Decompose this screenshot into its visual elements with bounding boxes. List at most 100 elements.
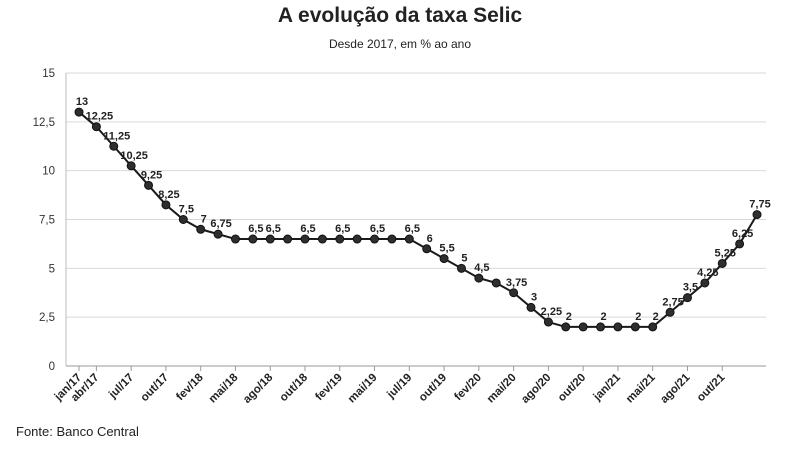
data-label: 3,5: [683, 282, 698, 294]
data-label: 7,5: [179, 204, 194, 216]
x-tick-label: ago/21: [658, 371, 693, 406]
data-point: [404, 234, 414, 244]
y-tick-label: 15: [42, 68, 55, 80]
y-tick-label: 7,5: [39, 215, 55, 227]
data-point: [596, 322, 606, 332]
data-point: [717, 258, 727, 268]
y-tick-label: 5: [49, 263, 55, 275]
x-tick-label: out/17: [139, 372, 171, 404]
data-point: [161, 200, 171, 210]
series-line: [78, 111, 758, 328]
data-point: [300, 234, 310, 244]
data-point: [387, 234, 397, 244]
data-point: [491, 278, 501, 288]
data-point: [230, 234, 240, 244]
data-label: 2,75: [662, 296, 683, 308]
data-point: [613, 322, 623, 332]
data-point: [283, 234, 293, 244]
data-label: 2: [600, 311, 606, 323]
x-tick-label: jul/19: [384, 372, 414, 402]
data-point: [682, 293, 692, 303]
data-point: [144, 180, 154, 190]
data-label: 2: [653, 311, 659, 323]
data-point: [474, 273, 484, 283]
x-tick-label: jan/21: [591, 371, 624, 404]
data-point: [91, 122, 101, 132]
data-label: 6,5: [335, 223, 350, 235]
data-point: [213, 229, 223, 239]
data-label: 6,5: [248, 223, 263, 235]
x-tick-label: fev/20: [452, 372, 484, 404]
data-point: [456, 263, 466, 273]
data-label: 2,25: [541, 306, 562, 318]
data-point: [630, 322, 640, 332]
data-label: 7,75: [749, 199, 770, 211]
y-tick-label: 0: [49, 361, 55, 373]
data-label: 5: [461, 252, 467, 264]
data-label: 6,25: [732, 228, 753, 240]
data-label: 3: [531, 291, 537, 303]
data-label: 2: [635, 311, 641, 323]
data-label: 6,5: [266, 223, 281, 235]
data-label: 6,5: [405, 223, 420, 235]
data-markers: [74, 107, 762, 332]
data-label: 6,75: [210, 218, 231, 230]
data-label: 9,25: [141, 169, 162, 181]
data-point: [526, 302, 536, 312]
data-point: [370, 234, 380, 244]
data-label: 6,5: [370, 223, 385, 235]
data-point: [700, 278, 710, 288]
data-point: [109, 141, 119, 151]
data-point: [665, 307, 675, 317]
data-point: [439, 254, 449, 264]
x-tick-label: mai/21: [624, 371, 658, 405]
data-point: [735, 239, 745, 249]
data-point: [335, 234, 345, 244]
data-point: [422, 244, 432, 254]
data-label: 6,5: [300, 223, 315, 235]
x-tick-label: mai/20: [485, 372, 519, 406]
data-point: [265, 234, 275, 244]
chart-title: A evolução da taxa Selic: [277, 4, 523, 27]
data-point: [752, 210, 762, 220]
x-tick-label: jul/17: [106, 372, 136, 402]
x-tick-label: fev/18: [174, 371, 206, 403]
grid-lines: [65, 72, 766, 367]
y-tick-label: 10: [42, 166, 55, 178]
data-point: [196, 224, 206, 234]
data-label: 5,25: [715, 247, 736, 259]
x-tick-label: out/18: [278, 371, 311, 404]
data-label: 10,25: [120, 150, 148, 162]
y-tick-label: 12,5: [33, 117, 55, 129]
data-point: [317, 234, 327, 244]
data-label: 7: [201, 213, 207, 225]
x-tick-label: fev/19: [313, 372, 345, 404]
x-tick-label: mai/19: [346, 372, 380, 406]
data-point: [648, 322, 658, 332]
data-label: 11,25: [103, 130, 130, 142]
data-point: [248, 234, 258, 244]
x-tick-label: mai/18: [207, 371, 241, 405]
y-axis: 0 2,5 5 7,5 10 12,5 15: [33, 68, 55, 373]
data-label: 13: [76, 96, 88, 108]
x-tick-label: out/21: [695, 371, 728, 404]
data-label: 4,5: [474, 262, 489, 274]
data-point: [578, 322, 588, 332]
y-tick-label: 2,5: [39, 312, 55, 324]
data-label: 2: [566, 311, 572, 323]
x-tick-label: out/19: [417, 372, 449, 404]
data-label: 5,5: [439, 243, 454, 255]
x-tick-label: ago/20: [519, 372, 553, 406]
data-point: [352, 234, 362, 244]
source-note: Fonte: Banco Central: [16, 424, 139, 439]
x-tick-label: ago/18: [241, 371, 276, 406]
data-point: [126, 161, 136, 171]
data-point: [561, 322, 571, 332]
x-tick-label: out/20: [556, 372, 588, 404]
data-point: [74, 107, 84, 117]
data-point: [543, 317, 553, 327]
data-label: 8,25: [158, 189, 179, 201]
chart-subtitle: Desde 2017, em % ao ano: [328, 37, 472, 51]
